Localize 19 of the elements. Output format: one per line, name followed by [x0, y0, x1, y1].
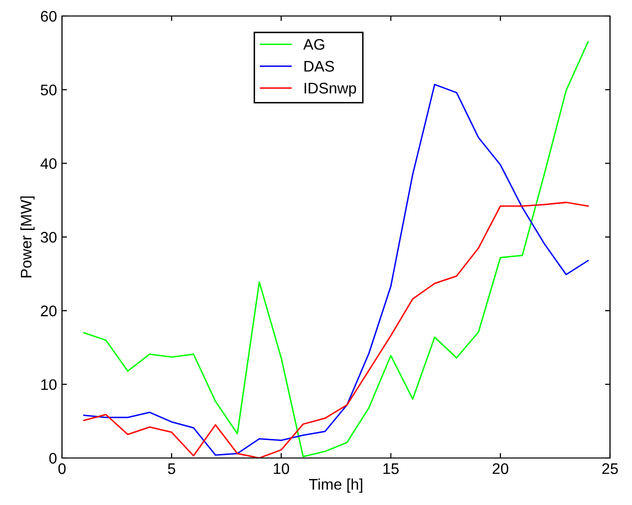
x-tick-label: 20 — [492, 463, 508, 474]
x-axis-title: Time [h] — [309, 478, 362, 493]
x-tick-label: 15 — [383, 463, 399, 474]
y-axis-title: Power [MW] — [20, 196, 35, 278]
y-tick-label: 40 — [40, 158, 57, 170]
y-tick-label: 30 — [40, 232, 57, 243]
line-series — [83, 202, 589, 458]
x-tick-label: 5 — [168, 463, 176, 474]
x-tick-label: 10 — [274, 463, 290, 474]
legend-label: IDSnwp — [304, 82, 356, 97]
y-tick-label: 60 — [40, 10, 57, 22]
legend-label: DAS — [304, 60, 334, 72]
y-tick-label: 0 — [49, 452, 57, 464]
y-tick-label: 20 — [40, 306, 57, 316]
x-tick-label: 25 — [602, 463, 618, 474]
y-tick-label: 50 — [40, 84, 57, 96]
x-tick-label: 0 — [58, 463, 66, 474]
y-tick-label: 10 — [41, 379, 57, 390]
legend-label: AG — [303, 38, 324, 50]
